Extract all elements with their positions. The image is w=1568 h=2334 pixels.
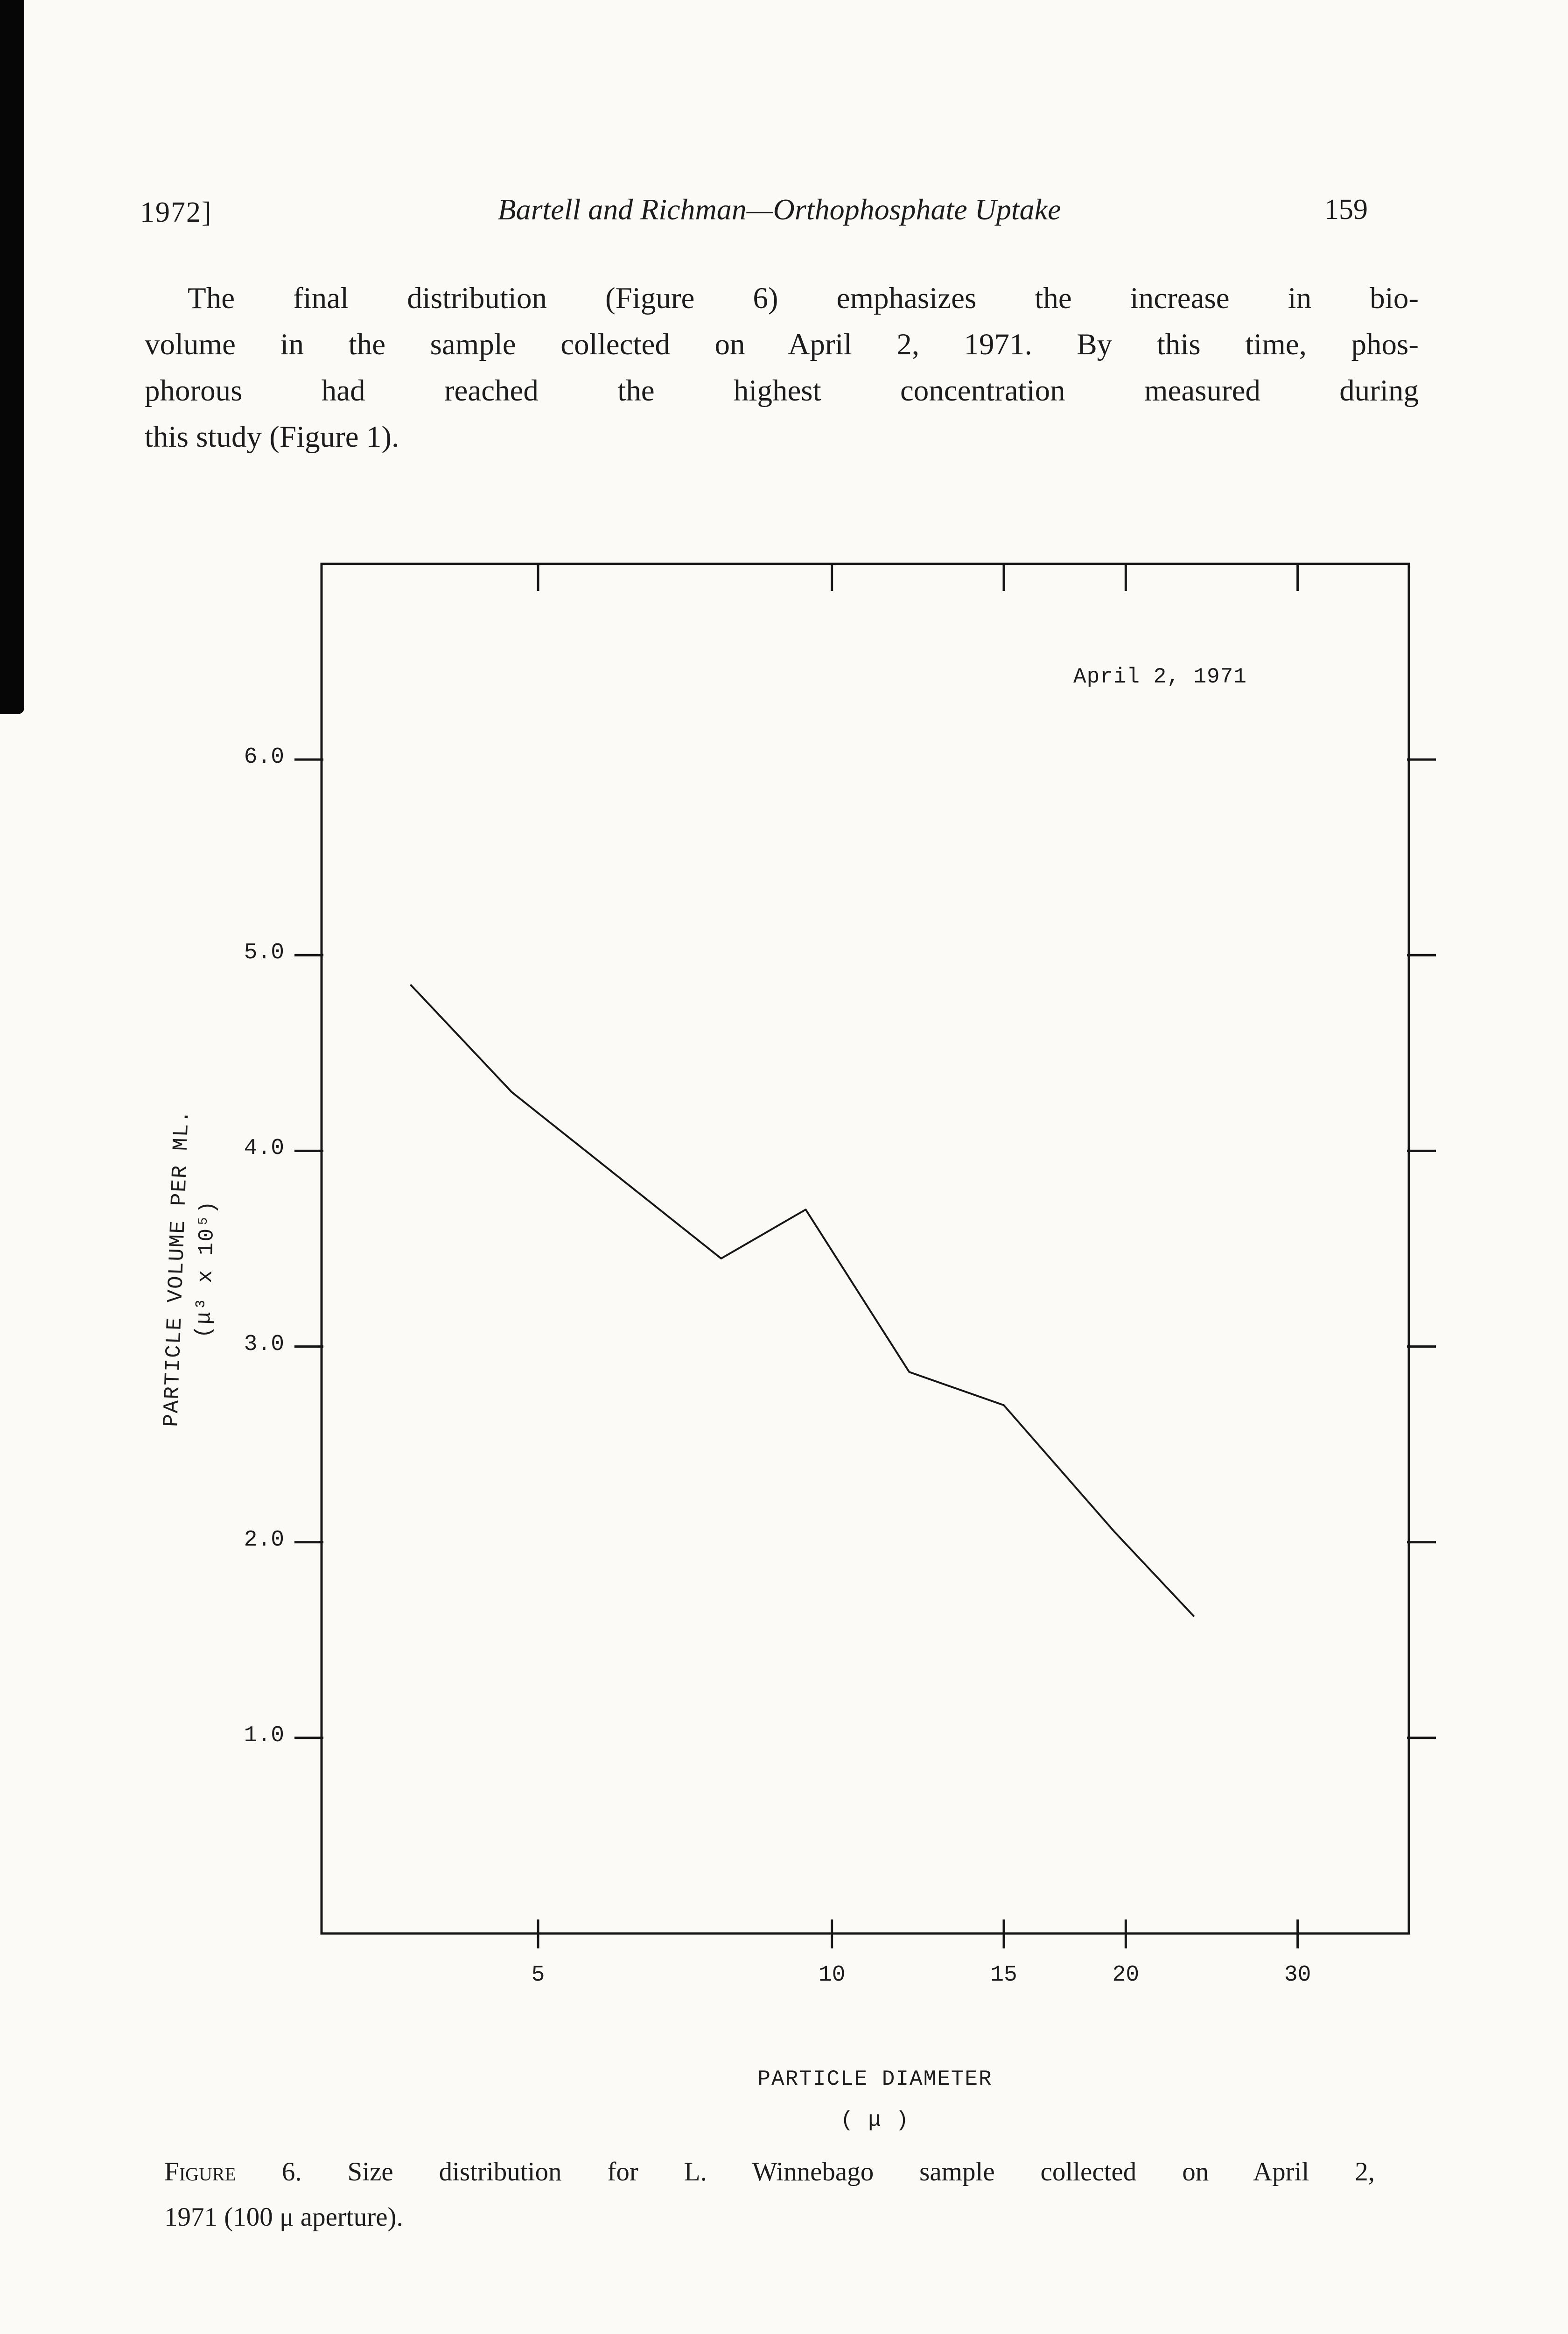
figure-caption: Figure 6. Size distribution for L. Winne… [164,2149,1375,2240]
header-running-title: Bartell and Richman—Orthophosphate Uptak… [497,193,1061,226]
y-tick-label: 5.0 [244,940,284,966]
y-tick-label: 1.0 [244,1722,284,1748]
plot-canvas [294,562,1436,1948]
y-axis-label: PARTICLE VOLUME PER ML. (μ³ x 10⁵) [151,936,239,1601]
caption-line-2: 1971 (100 μ aperture). [164,2202,403,2232]
x-tick-label: 20 [1112,1962,1140,1988]
y-tick-label: 2.0 [244,1527,284,1553]
x-axis-label-text: PARTICLE DIAMETER [757,2067,993,2091]
x-tick-label: 10 [818,1962,846,1988]
x-axis-label: PARTICLE DIAMETER ( μ ) [637,2059,1113,2141]
caption-line-1-text: Size distribution for L. Winnebago sampl… [347,2157,1375,2186]
body-paragraph: The final distribution (Figure 6) emphas… [145,275,1419,460]
paragraph-line-1: The final distribution (Figure 6) emphas… [188,281,1419,315]
y-tick-label: 3.0 [244,1331,284,1357]
chart-annotation-date: April 2, 1971 [1073,665,1247,689]
x-tick-label: 5 [531,1962,545,1988]
y-tick-label: 6.0 [244,745,284,770]
y-tick-label: 4.0 [244,1136,284,1161]
header-year: 1972] [140,197,212,228]
paragraph-line-4: this study (Figure 1). [145,420,399,454]
y-axis-label-text: PARTICLE VOLUME PER ML. [159,1109,195,1427]
paragraph-line-2: volume in the sample collected on April … [145,328,1419,361]
y-axis-label-unit: (μ³ x 10⁵) [191,1199,221,1339]
paragraph-line-3: phorous had reached the highest concentr… [145,374,1419,408]
header-page-number: 159 [1324,194,1368,225]
x-tick-label: 15 [990,1962,1017,1988]
x-tick-label: 30 [1284,1962,1311,1988]
caption-line-1: Figure 6. Size distribution for L. Winne… [164,2149,1375,2194]
data-line-april-2-1971 [410,984,1195,1617]
caption-label: Figure 6. [164,2157,302,2186]
scan-edge-artifact [0,0,24,714]
x-axis-label-unit: ( μ ) [840,2108,910,2132]
